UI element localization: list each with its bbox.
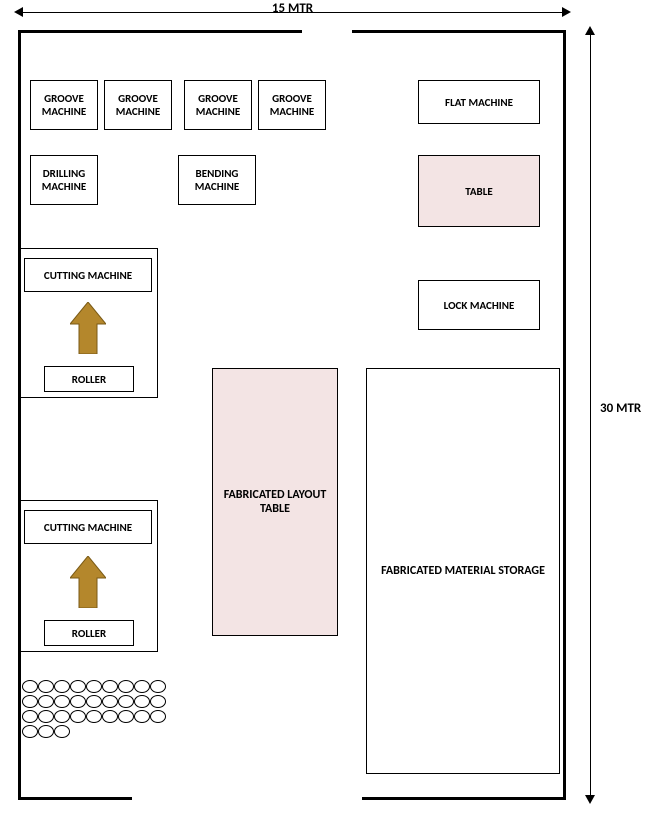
cutting-machine-2: CUTTING MACHINE [24,510,152,544]
groove-machine-3: GROOVE MACHINE [184,80,252,130]
height-dimension-arrow-bottom [585,795,595,804]
height-dimension-line [590,32,591,798]
floor-wall-bottom-right [362,797,566,800]
roller-1: ROLLER [44,366,134,392]
fabricated-material-storage: FABRICATED MATERIAL STORAGE [366,368,560,774]
width-dimension-arrow-right [562,7,571,17]
floor-wall-top-right [352,30,566,33]
flow-arrow-up-1 [70,302,106,354]
lock-machine: LOCK MACHINE [418,280,540,330]
height-dimension-arrow-top [585,26,595,35]
groove-machine-1: GROOVE MACHINE [30,80,98,130]
raw-material-rack [22,680,166,740]
flat-machine: FLAT MACHINE [418,80,540,124]
width-dimension-line [20,12,565,13]
flow-arrow-up-2 [70,556,106,608]
groove-machine-4: GROOVE MACHINE [258,80,326,130]
groove-machine-2: GROOVE MACHINE [104,80,172,130]
drilling-machine: DRILLING MACHINE [30,155,98,205]
floor-wall-top-left [18,30,302,33]
floor-wall-bottom-left [18,797,132,800]
floor-wall-left [18,30,21,800]
cutting-machine-1: CUTTING MACHINE [24,258,152,292]
width-dimension-arrow-left [14,7,23,17]
floor-wall-right [563,30,566,800]
table-box: TABLE [418,155,540,227]
roller-2: ROLLER [44,620,134,646]
height-dimension-label: 30 MTR [600,398,641,417]
bending-machine: BENDING MACHINE [178,155,256,205]
width-dimension-label: 15 MTR [0,0,585,17]
fabricated-layout-table: FABRICATED LAYOUT TABLE [212,368,338,636]
